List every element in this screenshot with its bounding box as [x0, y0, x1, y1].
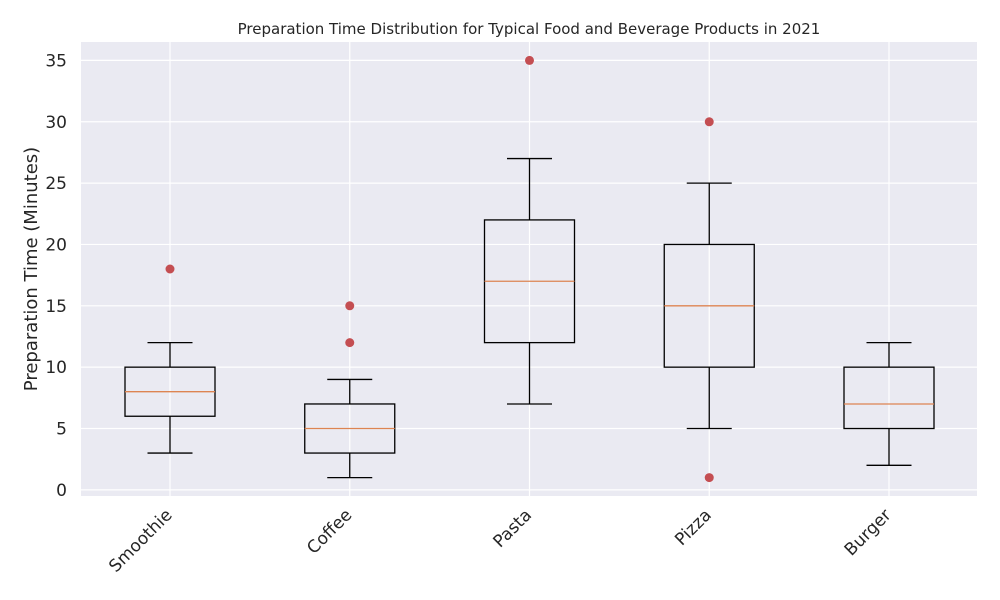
x-tick-label: Pizza — [671, 505, 715, 549]
chart-title: Preparation Time Distribution for Typica… — [238, 20, 821, 38]
box-coffee — [304, 301, 396, 479]
y-tick-label: 25 — [45, 174, 67, 194]
box-pizza — [663, 117, 755, 483]
x-tick-label: Burger — [841, 505, 896, 560]
outlier-point — [345, 338, 355, 348]
outlier-point — [704, 473, 714, 483]
outlier-point — [165, 264, 175, 274]
box-smoothie — [124, 264, 216, 454]
outlier-point — [525, 55, 534, 65]
box-burger — [843, 341, 935, 466]
y-tick-label: 30 — [45, 113, 67, 133]
x-tick-label: Smoothie — [105, 505, 176, 576]
y-tick-label: 35 — [45, 51, 67, 71]
outlier-point — [704, 117, 714, 127]
outlier-point — [345, 301, 355, 311]
x-tick-label: Coffee — [303, 505, 356, 558]
box-pasta — [483, 55, 576, 405]
iqr-box — [843, 366, 935, 430]
x-tick-labels: Smoothie Coffee Pasta Pizza Burger — [105, 505, 895, 576]
boxes — [124, 55, 935, 483]
x-tick-label: Pasta — [489, 505, 536, 552]
y-tick-label: 0 — [56, 481, 67, 501]
y-tick-label: 10 — [45, 358, 67, 378]
y-tick-labels: 0 5 10 15 20 25 30 35 — [45, 51, 67, 500]
y-tick-label: 15 — [45, 297, 67, 317]
y-axis-label: Preparation Time (Minutes) — [21, 147, 42, 391]
y-tick-label: 5 — [56, 420, 67, 440]
y-tick-label: 20 — [45, 235, 67, 255]
